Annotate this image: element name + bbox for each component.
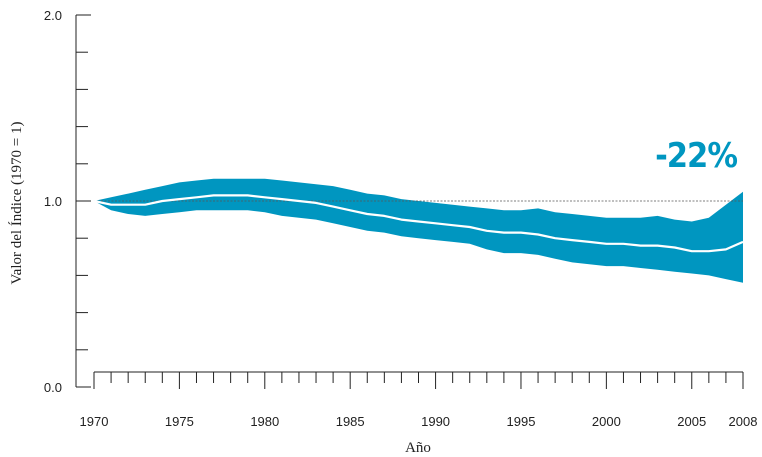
x-tick-label: 1995 [507,414,536,429]
y-tick-label: 1.0 [44,194,62,209]
y-tick-label: 0.0 [44,380,62,395]
x-tick-label: 2005 [677,414,706,429]
confidence-band [94,178,743,283]
x-tick-label: 1990 [421,414,450,429]
y-axis-title: Valor del Índice (1970 = 1) [8,122,25,285]
x-tick-label: 2000 [592,414,621,429]
index-line [93,194,744,253]
x-tick-label: 1985 [336,414,365,429]
x-tick-label: 1970 [80,414,109,429]
index-line-layer [93,194,744,253]
axes: 0.0 1.0 2.0 1970 1975 1980 1985 1990 1995 2000 200… [44,8,758,429]
confidence-band-layer [94,178,743,283]
change-annotation: -22% [655,136,737,176]
x-tick-label: 1975 [165,414,194,429]
x-tick-label: 1980 [250,414,279,429]
y-tick-label: 2.0 [44,8,62,23]
x-tick-label: 2008 [729,414,758,429]
x-axis-title: Año [405,440,431,456]
